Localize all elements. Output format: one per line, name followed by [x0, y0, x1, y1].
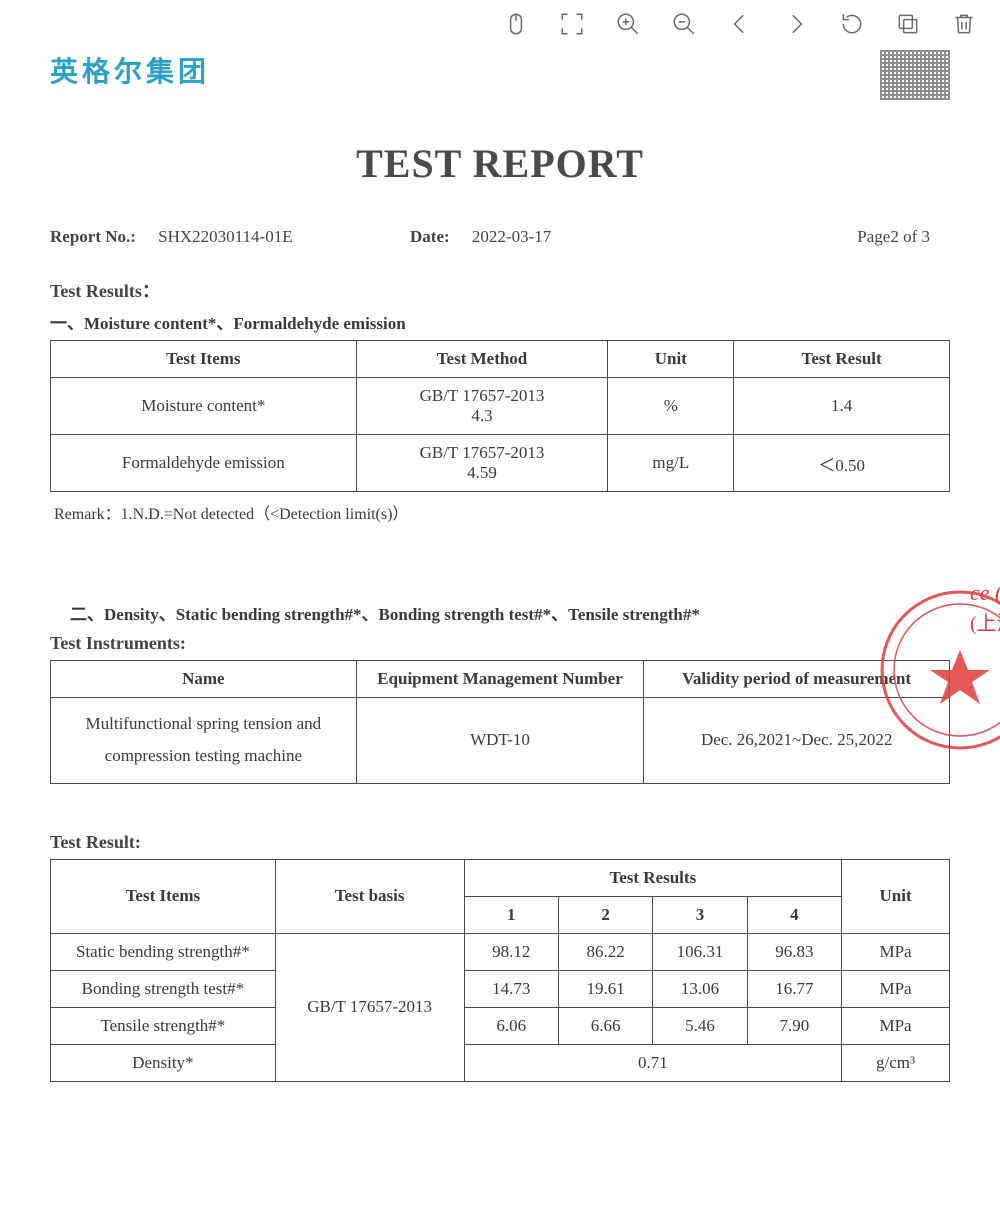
svg-text:ce (Sh: ce (Sh — [970, 580, 1000, 605]
col-test-items: Test Items — [51, 341, 357, 378]
section1-subheading: 一、Moisture content*、Formaldehyde emissio… — [50, 309, 950, 334]
method-line2: 4.3 — [367, 406, 598, 426]
cell-v3: 5.46 — [653, 1007, 747, 1044]
table-row: Bonding strength test#* 14.73 19.61 13.0… — [51, 970, 950, 1007]
cell-item: Static bending strength#* — [51, 933, 276, 970]
sub-col-2: 2 — [558, 896, 652, 933]
cell-unit: % — [608, 378, 734, 435]
table-row: Tensile strength#* 6.06 6.66 5.46 7.90 M… — [51, 1007, 950, 1044]
cell-method: GB/T 17657-2013 4.59 — [356, 435, 608, 492]
report-no-label: Report No.: — [50, 227, 136, 246]
page-title: TEST REPORT — [50, 140, 950, 187]
cell-unit: MPa — [842, 1007, 950, 1044]
cell-unit: g/cm³ — [842, 1044, 950, 1081]
cell-v1: 98.12 — [464, 933, 558, 970]
cell-v3: 13.06 — [653, 970, 747, 1007]
chevron-left-icon[interactable] — [724, 8, 756, 40]
svg-text:(上海): (上海) — [970, 612, 1000, 635]
section1-remark: Remark：1.N.D.=Not detected（<Detection li… — [54, 500, 950, 524]
copy-icon[interactable] — [892, 8, 924, 40]
table-row: Static bending strength#* GB/T 17657-201… — [51, 933, 950, 970]
cell-validity: Dec. 26,2021~Dec. 25,2022 — [644, 698, 950, 784]
section2-subheading: 二、Density、Static bending strength#*、Bond… — [70, 600, 950, 625]
cell-item: Tensile strength#* — [51, 1007, 276, 1044]
document-page: 英格尔集团 TEST REPORT Report No.: SHX2203011… — [0, 50, 1000, 1142]
result-heading: Test Result: — [50, 832, 950, 853]
cell-item: Moisture content* — [51, 378, 357, 435]
cell-item: Bonding strength test#* — [51, 970, 276, 1007]
col-test-results: Test Results — [464, 859, 842, 896]
cell-v1: 6.06 — [464, 1007, 558, 1044]
cell-v4: 7.90 — [747, 1007, 841, 1044]
zoom-in-icon[interactable] — [612, 8, 644, 40]
chevron-right-icon[interactable] — [780, 8, 812, 40]
cell-item: Density* — [51, 1044, 276, 1081]
cell-unit: MPa — [842, 970, 950, 1007]
col-name: Name — [51, 661, 357, 698]
col-unit: Unit — [842, 859, 950, 933]
brand-name: 英格尔集团 — [50, 50, 210, 90]
report-meta: Report No.: SHX22030114-01E Date: 2022-0… — [50, 227, 950, 247]
table-header-row: Test Items Test basis Test Results Unit — [51, 859, 950, 896]
method-line1: GB/T 17657-2013 — [367, 386, 598, 406]
col-equip-no: Equipment Management Number — [356, 661, 644, 698]
fullscreen-icon[interactable] — [556, 8, 588, 40]
sub-col-1: 1 — [464, 896, 558, 933]
report-no-value: SHX22030114-01E — [158, 227, 292, 246]
table-row: Multifunctional spring tension and compr… — [51, 698, 950, 784]
date-label: Date: — [410, 227, 450, 246]
section1-heading: Test Results： — [50, 277, 950, 303]
table-row: Moisture content* GB/T 17657-2013 4.3 % … — [51, 378, 950, 435]
cell-equip-no: WDT-10 — [356, 698, 644, 784]
col-validity: Validity period of measurement — [644, 661, 950, 698]
col-unit: Unit — [608, 341, 734, 378]
cell-v3: 106.31 — [653, 933, 747, 970]
method-line1: GB/T 17657-2013 — [367, 443, 598, 463]
cell-v2: 86.22 — [558, 933, 652, 970]
cell-v4: 96.83 — [747, 933, 841, 970]
table-row: Formaldehyde emission GB/T 17657-2013 4.… — [51, 435, 950, 492]
cell-unit: mg/L — [608, 435, 734, 492]
zoom-out-icon[interactable] — [668, 8, 700, 40]
mouse-icon[interactable] — [500, 8, 532, 40]
cell-v1: 14.73 — [464, 970, 558, 1007]
document-header: 英格尔集团 — [50, 50, 950, 100]
page-indicator: Page2 of 3 — [857, 227, 930, 246]
table-row: Density* 0.71 g/cm³ — [51, 1044, 950, 1081]
date-value: 2022-03-17 — [472, 227, 551, 246]
cell-v4: 16.77 — [747, 970, 841, 1007]
method-line2: 4.59 — [367, 463, 598, 483]
table-header-row: Name Equipment Management Number Validit… — [51, 661, 950, 698]
col-test-result: Test Result — [734, 341, 950, 378]
table-header-row: Test Items Test Method Unit Test Result — [51, 341, 950, 378]
sub-col-4: 4 — [747, 896, 841, 933]
cell-density-val: 0.71 — [464, 1044, 842, 1081]
cell-unit: MPa — [842, 933, 950, 970]
instruments-heading: Test Instruments: — [50, 633, 950, 654]
cell-instrument-name: Multifunctional spring tension and compr… — [51, 698, 357, 784]
cell-v2: 6.66 — [558, 1007, 652, 1044]
col-test-method: Test Method — [356, 341, 608, 378]
instruments-table: Name Equipment Management Number Validit… — [50, 660, 950, 784]
cell-basis: GB/T 17657-2013 — [275, 933, 464, 1081]
col-test-basis: Test basis — [275, 859, 464, 933]
cell-item: Formaldehyde emission — [51, 435, 357, 492]
sub-col-3: 3 — [653, 896, 747, 933]
trash-icon[interactable] — [948, 8, 980, 40]
moisture-table: Test Items Test Method Unit Test Result … — [50, 340, 950, 492]
cell-v2: 19.61 — [558, 970, 652, 1007]
cell-result: 1.4 — [734, 378, 950, 435]
rotate-icon[interactable] — [836, 8, 868, 40]
viewer-toolbar — [0, 0, 1000, 44]
qr-code-icon — [880, 50, 950, 100]
cell-method: GB/T 17657-2013 4.3 — [356, 378, 608, 435]
col-test-items: Test Items — [51, 859, 276, 933]
result-table: Test Items Test basis Test Results Unit … — [50, 859, 950, 1082]
cell-result: ＜0.50 — [734, 435, 950, 492]
